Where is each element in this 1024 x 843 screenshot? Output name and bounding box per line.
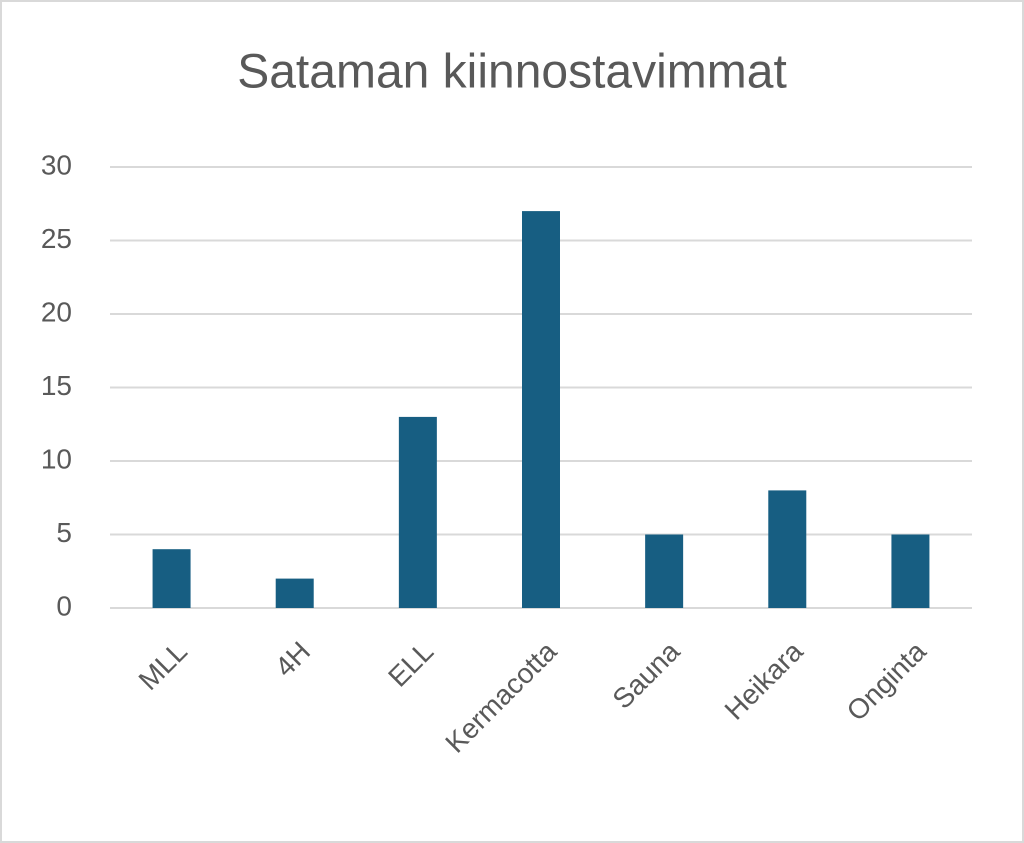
y-tick-label: 0	[56, 590, 72, 621]
bar	[768, 490, 807, 608]
y-tick-label: 25	[41, 223, 72, 254]
y-tick-label: 5	[56, 517, 72, 548]
chart-title: Sataman kiinnostavimmat	[237, 46, 787, 99]
bar	[645, 534, 684, 608]
bar	[398, 416, 437, 608]
bar	[522, 211, 560, 608]
bar	[275, 578, 314, 608]
y-tick-label: 20	[41, 296, 72, 327]
y-tick-label: 15	[41, 370, 72, 401]
bar	[891, 534, 930, 608]
y-tick-label: 30	[41, 149, 72, 180]
y-tick-label: 10	[41, 443, 72, 474]
bar	[152, 549, 191, 608]
